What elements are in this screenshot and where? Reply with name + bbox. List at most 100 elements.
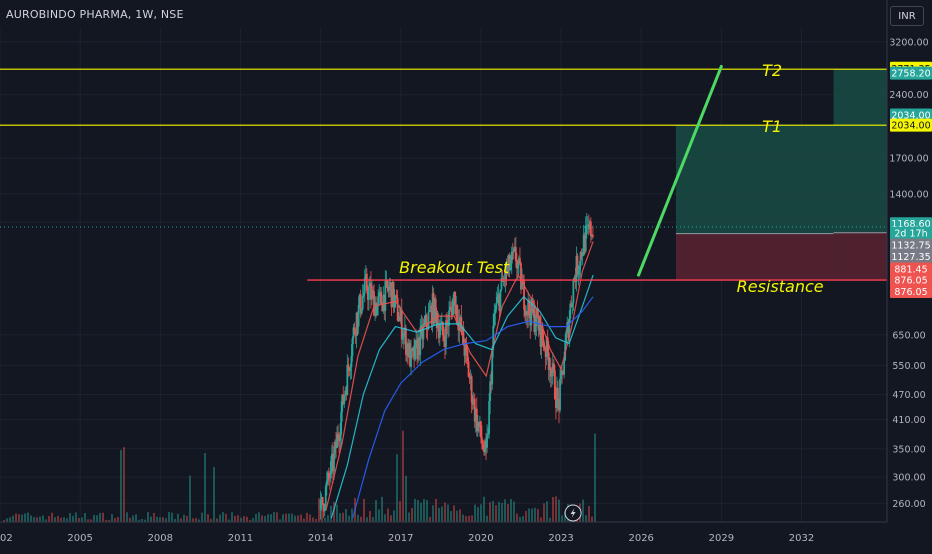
volume-bar <box>363 498 365 522</box>
volume-bar <box>33 517 35 522</box>
candle-body <box>329 461 332 479</box>
candle-body <box>551 363 554 373</box>
position-zones[interactable] <box>675 69 887 281</box>
candle-body <box>499 289 502 312</box>
candle-body <box>485 440 487 448</box>
annotation-resistance: Resistance <box>737 277 824 296</box>
volume-bar <box>348 515 350 522</box>
candle-body <box>337 434 339 440</box>
candle-body <box>336 434 338 449</box>
candle-body <box>360 309 363 314</box>
volume-bar <box>198 519 200 522</box>
candle-body <box>452 299 455 315</box>
volume-bar <box>591 516 593 522</box>
volume-bar <box>345 509 347 522</box>
candle-body <box>484 440 486 453</box>
candle-body <box>438 330 441 338</box>
candle-body <box>453 291 456 300</box>
candle-body <box>332 454 334 472</box>
volume-bar <box>48 515 50 522</box>
candle-body <box>374 302 376 316</box>
candle-body <box>493 313 496 326</box>
candle-body <box>547 352 550 371</box>
volume-bar <box>147 512 149 522</box>
volume-bar <box>144 519 146 522</box>
candle-body <box>540 326 543 347</box>
currency-button[interactable]: INR <box>890 6 924 26</box>
candle-body <box>471 402 474 405</box>
volume-bar <box>495 505 497 522</box>
volume-bar <box>219 514 221 522</box>
candle-body <box>592 234 594 237</box>
candle-body <box>418 337 421 355</box>
volume-bar <box>414 498 416 522</box>
profit-zone-1 <box>833 69 887 233</box>
volume-bar <box>81 517 83 522</box>
profit-zone-0 <box>675 125 834 234</box>
candle-body <box>478 421 481 427</box>
volume-bar <box>522 516 524 522</box>
candle-body <box>528 300 531 314</box>
price-label: 2034.00 <box>891 110 930 121</box>
x-tick-label: 2032 <box>789 533 814 544</box>
candle-body <box>376 304 379 316</box>
candle-body <box>379 291 382 293</box>
candle-body <box>389 282 392 286</box>
candle-body <box>482 443 484 450</box>
volume-bar <box>90 519 92 522</box>
candle-body <box>455 304 458 314</box>
candle-body <box>515 260 518 269</box>
volume-bar <box>447 504 449 522</box>
candle-body <box>390 282 393 308</box>
annotation-breakout-test: Breakout Test <box>399 258 510 277</box>
candle-body <box>458 320 461 331</box>
volume-bar <box>468 515 470 522</box>
volume-bar <box>432 505 434 522</box>
candle-body <box>319 499 322 511</box>
candle-body <box>553 370 556 400</box>
trend-line-layer[interactable] <box>637 64 723 277</box>
annotations: Breakout Test T2 T1 Resistance <box>399 61 824 522</box>
candle-body <box>508 255 511 270</box>
volume-bar <box>207 514 209 522</box>
candle-body <box>568 318 571 338</box>
trend-line[interactable] <box>637 64 723 277</box>
volume-bar <box>66 518 68 522</box>
y-tick-label: 300.00 <box>892 473 925 484</box>
candle-body <box>335 441 337 449</box>
volume-bar <box>84 512 86 522</box>
annotation-t1: T1 <box>762 117 782 136</box>
volume-bar <box>171 512 173 522</box>
horizontal-levels[interactable] <box>0 68 887 281</box>
price-label-box <box>890 238 932 252</box>
axes: 2002 2005 2008 2011 2014 2017 2020 2023 2026 2029… <box>0 0 929 544</box>
volume-bar <box>333 501 335 522</box>
candle-body <box>590 234 593 237</box>
price-label: 1132.75 <box>891 240 930 251</box>
candle-body <box>556 388 558 409</box>
candle-body <box>566 322 569 332</box>
volume-bar <box>30 515 32 522</box>
volume-bar <box>483 496 485 522</box>
volume-bar <box>534 507 536 522</box>
volume-bar <box>168 512 170 522</box>
candle-body <box>498 294 501 312</box>
candle-body <box>424 315 427 323</box>
candle-body <box>451 307 454 315</box>
candle-body <box>573 277 576 281</box>
candle-body <box>569 303 572 319</box>
candle-body <box>541 326 544 340</box>
volume-bar <box>327 515 329 522</box>
candle-body <box>513 246 516 249</box>
moving-average-0 <box>325 241 594 511</box>
volume-bar <box>381 496 383 522</box>
x-tick-label: 2023 <box>548 533 573 544</box>
loss-zone-1 <box>833 232 887 281</box>
candle-body <box>369 283 371 287</box>
volume-bar <box>546 501 548 522</box>
volume-bar <box>159 517 161 522</box>
candle-body <box>356 312 359 327</box>
volume-bar <box>549 517 551 522</box>
volume-bar <box>21 514 23 522</box>
